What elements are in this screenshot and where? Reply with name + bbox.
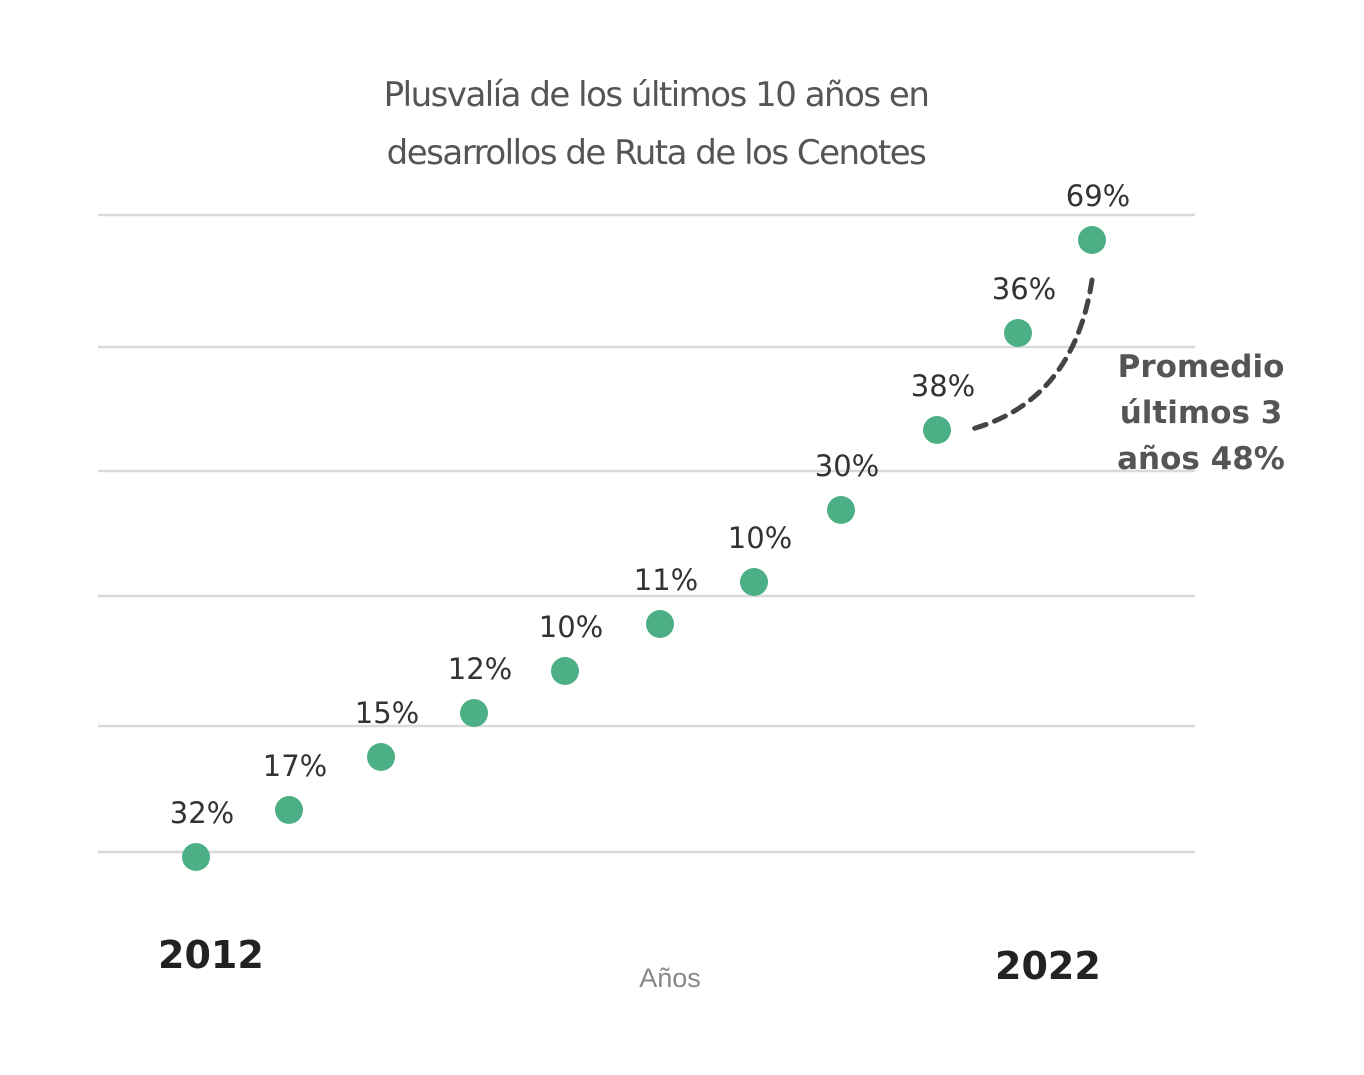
data-point-9 [923,416,951,444]
data-label-2: 17% [263,749,327,783]
data-point-6 [646,610,674,638]
annotation-bracket [969,277,1095,432]
data-label-10: 36% [992,272,1056,306]
data-labels: 32% 17% 15% 12% 10% 11% 10% 30% 38% 36% 69% [170,179,1130,830]
average-annotation: Promedio últimos 3 años 48% [1110,344,1292,482]
data-point-2 [275,796,303,824]
x-tick-label-start: 2012 [158,933,264,977]
data-label-11: 69% [1066,179,1130,213]
data-point-8 [827,496,855,524]
data-label-3: 15% [355,696,419,730]
data-point-5 [551,657,579,685]
x-axis-title: Años [639,963,701,993]
annotation-line-2: últimos 3 [1119,395,1283,431]
data-point-3 [367,743,395,771]
data-label-5: 10% [539,610,603,644]
annotation-line-3: años 48% [1117,441,1285,477]
data-label-1: 32% [170,796,234,830]
data-label-6: 11% [634,563,698,597]
data-point-11 [1078,226,1106,254]
gridlines [98,213,1195,854]
x-tick-label-end: 2022 [995,944,1101,988]
data-points [182,226,1106,871]
chart-title-line-1: Plusvalía de los últimos 10 años en [383,75,930,115]
annotation-line-1: Promedio [1117,349,1285,385]
data-point-1 [182,843,210,871]
chart-title-line-2: desarrollos de Ruta de los Cenotes [386,133,927,173]
data-label-8: 30% [815,449,879,483]
data-point-10 [1004,319,1032,347]
data-label-9: 38% [911,369,975,403]
data-label-7: 10% [728,521,792,555]
data-label-4: 12% [448,652,512,686]
data-point-4 [460,699,488,727]
data-point-7 [740,568,768,596]
